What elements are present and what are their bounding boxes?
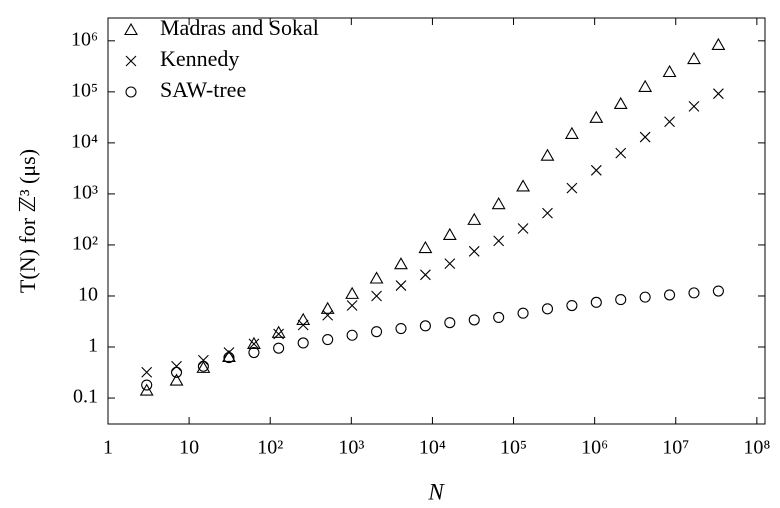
point [297, 337, 309, 349]
point [444, 258, 456, 270]
point [468, 245, 480, 257]
point [564, 126, 579, 139]
point [197, 360, 209, 372]
point [444, 317, 456, 329]
point [713, 88, 724, 100]
point [196, 360, 211, 373]
point [493, 311, 505, 323]
legend-label: SAW-tree [160, 77, 246, 102]
point [223, 352, 235, 364]
y-tick-label: 10⁶ [71, 28, 98, 50]
point [615, 294, 627, 306]
point [320, 301, 335, 314]
x-tick-label: 10⁵ [500, 437, 527, 459]
x-tick-label: 10⁷ [662, 437, 689, 459]
point [419, 320, 431, 332]
point [345, 286, 360, 299]
x-tick-label: 10 [179, 437, 199, 459]
legend-marker [125, 55, 137, 67]
point [141, 379, 153, 391]
point [369, 271, 384, 284]
point [273, 328, 285, 340]
point [248, 338, 260, 350]
point [346, 300, 358, 311]
point [590, 296, 602, 308]
point [346, 329, 358, 341]
x-tick-label: 10³ [338, 437, 364, 459]
point [418, 240, 433, 254]
point [246, 336, 261, 349]
point [170, 366, 183, 378]
point [517, 307, 529, 319]
point [248, 346, 260, 359]
point [395, 323, 407, 335]
y-tick-label: 0.1 [73, 386, 98, 408]
point [442, 227, 457, 241]
x-axis-label: N [427, 479, 445, 504]
point [141, 366, 153, 378]
point [171, 360, 182, 372]
point [467, 212, 482, 225]
point [664, 116, 675, 128]
point [662, 64, 677, 78]
x-tick-label: 10⁴ [419, 437, 446, 459]
legend-marker [124, 22, 138, 36]
plot-frame [107, 17, 766, 425]
point [590, 164, 602, 176]
point [688, 287, 700, 299]
point [198, 354, 209, 366]
y-tick-label: 10 [78, 284, 98, 306]
point [468, 314, 480, 326]
point [371, 326, 383, 338]
point [638, 79, 653, 92]
point [322, 309, 334, 321]
x-tick-label: 10⁶ [581, 437, 608, 459]
y-tick-label: 10⁵ [71, 79, 98, 101]
point [271, 325, 286, 338]
point [516, 179, 531, 192]
point [371, 290, 382, 302]
point [297, 319, 309, 331]
x-tick-label: 10² [257, 437, 283, 459]
point [613, 96, 628, 109]
legend-marker [125, 86, 137, 98]
point [566, 299, 578, 312]
point [169, 373, 184, 386]
x-tick-label: 1 [103, 437, 113, 459]
point [394, 257, 408, 270]
point [493, 235, 505, 247]
point [540, 148, 555, 161]
point [420, 269, 431, 281]
y-tick-label: 10³ [72, 182, 98, 204]
point [615, 147, 627, 159]
point [589, 110, 604, 123]
y-tick-label: 1 [88, 335, 98, 357]
point [322, 334, 334, 346]
point [712, 285, 724, 297]
point [639, 291, 651, 303]
point [639, 131, 651, 143]
point [566, 182, 578, 194]
point [139, 383, 154, 396]
point [688, 100, 700, 112]
x-tick-label: 10⁸ [743, 437, 770, 459]
point [517, 223, 529, 234]
point [491, 197, 506, 210]
y-tick-label: 10² [72, 233, 98, 255]
legend-label: Kennedy [160, 46, 239, 71]
point [687, 51, 701, 65]
legend-label: Madras and Sokal [160, 15, 319, 40]
point [711, 37, 726, 50]
point [664, 289, 676, 301]
y-tick-label: 10⁴ [71, 130, 98, 152]
y-axis-label: T(N) for ℤ³ (μs) [15, 149, 40, 293]
point [541, 303, 554, 315]
point [542, 207, 553, 219]
point [395, 280, 407, 291]
point [273, 342, 285, 354]
point [296, 312, 311, 325]
